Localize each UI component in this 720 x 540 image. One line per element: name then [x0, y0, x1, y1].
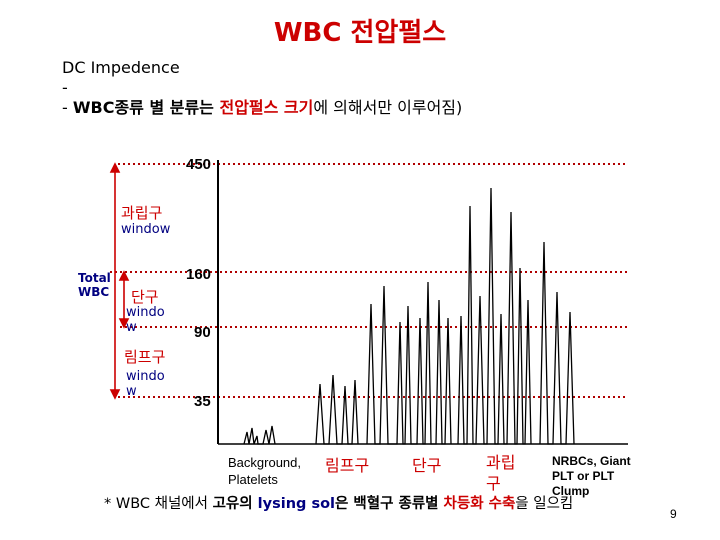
pulse-peaks: [243, 187, 575, 445]
footnote-a: * WBC 채널에서: [104, 496, 213, 512]
bullet-text-bold: WBC종류 별 분류는: [72, 98, 220, 117]
slide-title: WBC 전압펄스: [273, 18, 447, 48]
monocyte-window-sub2: w: [126, 320, 137, 335]
mono-peaks: [366, 281, 452, 445]
mono-arrow-top: [118, 270, 130, 281]
footnote-b: 고유의: [212, 496, 258, 512]
gran-peaks: [457, 187, 532, 445]
nrbc-label-2: PLT or PLT: [552, 469, 615, 483]
footnote-e: 백혈구 종류별: [353, 496, 444, 512]
nrbc-label-3: Clump: [552, 484, 590, 498]
bullet-list: DC Impedence - - WBC종류 별 분류는 전압펄스 크기에 의해…: [62, 58, 462, 118]
tick-35: 35: [194, 393, 211, 410]
granulocyte-window-sub: window: [121, 222, 171, 237]
bullet-dash-prefix: -: [62, 98, 73, 117]
tick-160: 160: [186, 266, 212, 283]
lymphocyte-window-sub1: windo: [126, 369, 165, 384]
monocyte-window-sub: windo w: [126, 305, 165, 335]
lymphocyte-window-sub: windo w: [126, 369, 165, 399]
granulocyte-window-name: 과립구: [121, 204, 163, 222]
footnote: * WBC 채널에서 고유의 lysing sol은 백혈구 종류별 차등화 수…: [104, 492, 573, 513]
monocyte-window-sub1: windo: [126, 305, 165, 320]
tick-90: 90: [194, 324, 211, 341]
tick-450: 450: [186, 156, 212, 173]
lymphocyte-window-name: 림프구: [124, 348, 166, 366]
footnote-c: lysing sol: [257, 496, 336, 512]
total-wbc-label: Total WBC: [78, 271, 111, 299]
gran-peak-label-2: 구: [486, 474, 501, 493]
monocyte-window-name: 단구: [131, 288, 159, 306]
background-peaks: [243, 425, 276, 445]
lymph-peak-label: 림프구: [325, 456, 370, 475]
gran-peak-label: 과립 구: [486, 452, 515, 494]
lymphocyte-window-sub2: w: [126, 384, 137, 399]
bullet-dc-impedence: DC Impedence: [62, 58, 180, 77]
bullet-wbc-classification: - WBC종류 별 분류는 전압펄스 크기에 의해서만 이루어짐): [62, 98, 462, 118]
mono-arrow-bottom: [118, 318, 130, 329]
bracket-arrow-bottom: [109, 389, 121, 400]
nrbc-label: NRBCs, Giant PLT or PLT Clump: [552, 454, 631, 499]
background-label: Background, Platelets: [228, 454, 301, 488]
bullet-dash: -: [62, 78, 68, 97]
bullet-text-red: 전압펄스 크기: [219, 98, 314, 117]
nrbc-peaks: [539, 241, 575, 445]
background-label-1: Background,: [228, 455, 301, 470]
lymph-peaks: [315, 374, 359, 445]
total-wbc-line1: Total: [78, 271, 111, 285]
gran-peak-label-1: 과립: [486, 453, 516, 472]
bullet-text-normal: 에 의해서만 이루어짐): [313, 98, 463, 117]
total-wbc-line2: WBC: [78, 285, 110, 299]
nrbc-label-1: NRBCs, Giant: [552, 454, 631, 468]
background-label-2: Platelets: [228, 472, 278, 487]
bracket-arrow-top: [109, 162, 121, 173]
footnote-f: 차등화 수축: [443, 496, 516, 512]
mono-peak-label: 단구: [412, 456, 442, 475]
footnote-g: 을 일으킴: [515, 496, 574, 512]
footnote-d: 은: [335, 496, 354, 512]
page-number: 9: [670, 507, 677, 521]
